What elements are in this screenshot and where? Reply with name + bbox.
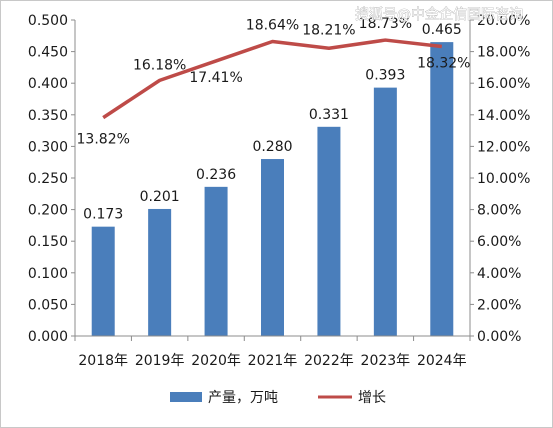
bar-value-label: 0.173 <box>83 207 123 223</box>
growth-value-label: 18.73% <box>359 16 412 32</box>
y-left-tick-label: 0.350 <box>28 108 68 124</box>
y-left-tick-label: 0.000 <box>28 329 68 345</box>
bar-value-label: 0.465 <box>422 22 462 38</box>
y-left-tick-label: 0.250 <box>28 171 68 187</box>
x-tick-label: 2024年 <box>417 353 467 369</box>
x-tick-label: 2023年 <box>361 353 411 369</box>
bar-value-label: 0.393 <box>365 68 405 84</box>
bars-group <box>91 42 454 337</box>
x-tick-label: 2019年 <box>135 353 185 369</box>
watermark-text: 搜狐号@中金企信国际咨询 <box>355 6 523 23</box>
y-right-tick-label: 14.00% <box>477 108 530 124</box>
y-right-tick-label: 0.00% <box>477 329 521 345</box>
y-left-tick-label: 0.400 <box>28 76 68 92</box>
y-right-tick-label: 4.00% <box>477 266 521 282</box>
bar-label-bg <box>136 186 183 205</box>
bar-label-bg <box>193 164 240 183</box>
y-right-tick-label: 10.00% <box>477 171 530 187</box>
bar-value-label: 0.201 <box>140 189 180 205</box>
y-left-tick-label: 0.450 <box>28 45 68 61</box>
legend: 产量，万吨 增长 <box>170 390 386 406</box>
y-left-tick-label: 0.100 <box>28 266 68 282</box>
legend-swatch-bar <box>170 392 202 402</box>
bar <box>317 126 341 336</box>
growth-value-label: 17.41% <box>189 70 242 86</box>
growth-value-label: 18.21% <box>302 22 355 38</box>
bar-value-label: 0.236 <box>196 167 236 183</box>
axes-group: 0.000 0.050 0.100 0.150 0.200 0.250 0.300 0.350… <box>28 13 530 369</box>
legend-label-line: 增长 <box>358 390 386 406</box>
bar <box>91 226 115 336</box>
bar-label-bg <box>249 137 296 156</box>
y-left-tick-label: 0.150 <box>28 234 68 250</box>
y-right-tick-label: 6.00% <box>477 234 521 250</box>
y-right-tick-label: 2.00% <box>477 297 521 313</box>
y-right-tick-label: 18.00% <box>477 45 530 61</box>
bar <box>373 87 397 337</box>
bar <box>204 186 228 336</box>
bar-value-label: 0.331 <box>309 107 349 123</box>
growth-value-label: 18.64% <box>246 17 299 33</box>
bar <box>430 42 454 337</box>
x-tick-label: 2022年 <box>304 353 354 369</box>
bar <box>148 208 172 336</box>
x-tick-label: 2018年 <box>78 353 128 369</box>
y-right-tick-label: 20.00% <box>477 13 530 29</box>
y-right-tick-label: 12.00% <box>477 139 530 155</box>
growth-line <box>102 38 442 120</box>
bar <box>261 159 284 336</box>
y-left-tick-label: 0.300 <box>28 139 68 155</box>
bar-label-bg <box>80 204 127 223</box>
data-labels-group: 0.173 0.201 0.236 0.280 0.331 0.393 0.465 13.82… <box>77 16 470 223</box>
bar-label-bg <box>305 104 352 123</box>
y-right-tick-label: 16.00% <box>477 76 530 92</box>
x-tick-label: 2021年 <box>248 353 298 369</box>
growth-value-label: 13.82% <box>77 132 130 148</box>
y-right-tick-label: 8.00% <box>477 203 521 219</box>
y-left-tick-label: 0.200 <box>28 203 68 219</box>
line-group <box>102 38 442 120</box>
y-left-tick-label: 0.500 <box>28 13 68 29</box>
bar-label-bg <box>362 65 409 84</box>
legend-label-bar: 产量，万吨 <box>208 390 278 406</box>
growth-value-label: 18.32% <box>417 56 470 72</box>
bar-value-label: 0.280 <box>252 139 292 155</box>
x-tick-label: 2020年 <box>191 353 241 369</box>
bar-label-bg <box>418 20 465 39</box>
growth-value-label: 16.18% <box>133 57 186 73</box>
y-left-tick-label: 0.050 <box>28 297 68 313</box>
